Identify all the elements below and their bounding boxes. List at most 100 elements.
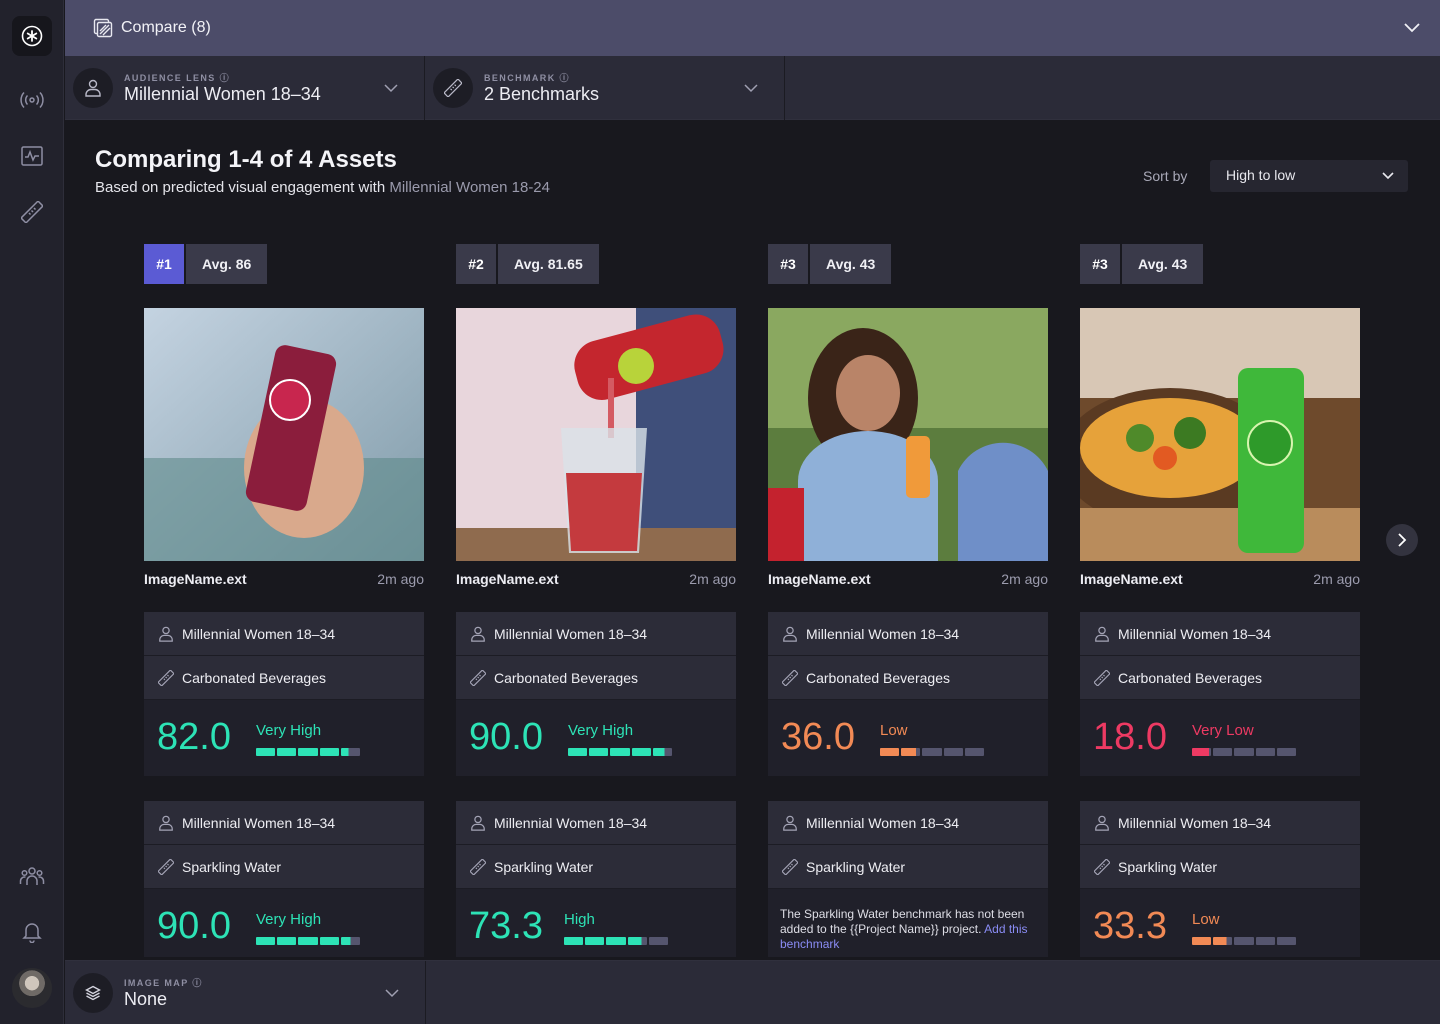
engagement-score: 90.0 — [469, 716, 543, 758]
rank-header: #1 Avg. 86 — [144, 244, 424, 284]
level-segment — [1213, 937, 1233, 945]
benchmark-caption: BENCHMARK ⓘ — [484, 73, 570, 83]
avg-score-badge: Avg. 86 — [186, 244, 268, 284]
card-audience: Millennial Women 18–34 — [1118, 814, 1272, 831]
audience-lens-selector[interactable]: AUDIENCE LENS ⓘ Millennial Women 18–34 — [65, 56, 425, 120]
person-icon — [471, 815, 485, 831]
ruler-icon — [158, 858, 174, 875]
card-benchmark-row: Sparkling Water — [144, 845, 424, 889]
asset-image[interactable] — [456, 308, 736, 561]
level-segment — [648, 937, 669, 945]
next-page-button[interactable] — [1386, 524, 1418, 556]
asset-meta: ImageName.ext 2m ago — [456, 571, 736, 587]
asset-image[interactable] — [768, 308, 1048, 561]
card-audience-row: Millennial Women 18–34 — [1080, 801, 1360, 845]
card-benchmark: Sparkling Water — [806, 858, 906, 875]
asset-column: #1 Avg. 86 ImageName.ext 2m ago Millenni… — [144, 244, 424, 957]
card-audience: Millennial Women 18–34 — [494, 625, 648, 642]
rank-header: #2 Avg. 81.65 — [456, 244, 736, 284]
rank-badge: #3 — [768, 244, 808, 284]
level-segment — [627, 937, 647, 945]
asset-meta: ImageName.ext 2m ago — [768, 571, 1048, 587]
info-icon: ⓘ — [192, 978, 203, 988]
card-benchmark: Carbonated Beverages — [182, 669, 326, 686]
asset-column: #2 Avg. 81.65 ImageName.ext 2m ago Mille… — [456, 244, 736, 957]
asset-meta: ImageName.ext 2m ago — [144, 571, 424, 587]
compare-header[interactable]: Compare (8) — [65, 0, 1440, 56]
level-segment — [298, 748, 318, 756]
rank-badge: #2 — [456, 244, 496, 284]
compare-label: Compare (8) — [121, 19, 211, 36]
engagement-level-bar — [1192, 748, 1297, 756]
engagement-level-bar — [564, 937, 669, 945]
asset-timestamp: 2m ago — [1313, 571, 1360, 587]
engagement-score: 73.3 — [469, 905, 543, 947]
info-icon: ⓘ — [559, 73, 570, 83]
rank-badge: #1 — [144, 244, 184, 284]
card-benchmark-row: Carbonated Beverages — [768, 656, 1048, 700]
level-segment — [652, 748, 673, 756]
asset-filename: ImageName.ext — [1080, 571, 1183, 587]
asset-filename: ImageName.ext — [144, 571, 247, 587]
engagement-score: 82.0 — [157, 716, 231, 758]
avg-score-badge: Avg. 43 — [810, 244, 892, 284]
level-segment — [277, 937, 297, 945]
asset-filename: ImageName.ext — [768, 571, 871, 587]
level-segment — [1276, 937, 1297, 945]
score-card: Millennial Women 18–34 Carbonated Bevera… — [456, 612, 736, 776]
ruler-icon[interactable] — [16, 196, 48, 228]
person-icon — [783, 815, 797, 831]
image-map-selector[interactable]: IMAGE MAP ⓘ None — [65, 961, 426, 1024]
level-segment — [568, 748, 588, 756]
bell-icon[interactable] — [16, 916, 48, 948]
chevron-down-icon — [384, 84, 398, 93]
logo-icon[interactable] — [12, 16, 52, 56]
benchmark-selector[interactable]: BENCHMARK ⓘ 2 Benchmarks — [425, 56, 785, 120]
ruler-icon — [158, 669, 174, 686]
level-segment — [922, 748, 942, 756]
team-icon[interactable] — [16, 860, 48, 892]
engagement-level-bar — [568, 748, 673, 756]
chevron-down-icon[interactable] — [1402, 18, 1422, 38]
level-segment — [1255, 748, 1275, 756]
add-benchmark-link[interactable]: Add this benchmark — [780, 922, 1028, 951]
page-title: Comparing 1-4 of 4 Assets — [95, 146, 397, 173]
level-segment — [256, 937, 276, 945]
avg-score-badge: Avg. 43 — [1122, 244, 1204, 284]
level-segment — [319, 748, 339, 756]
rank-badge: #3 — [1080, 244, 1120, 284]
engagement-tier: Very High — [256, 911, 322, 928]
audience-lens-caption: AUDIENCE LENS ⓘ — [124, 73, 231, 83]
engagement-score: 18.0 — [1093, 716, 1167, 758]
info-icon: ⓘ — [219, 73, 231, 83]
compare-icon — [93, 18, 113, 38]
level-segment — [564, 937, 584, 945]
level-segment — [631, 748, 651, 756]
card-audience: Millennial Women 18–34 — [494, 814, 648, 831]
level-segment — [340, 748, 361, 756]
image-map-caption: IMAGE MAP ⓘ — [124, 978, 203, 988]
analytics-icon[interactable] — [16, 140, 48, 172]
user-avatar[interactable] — [12, 968, 52, 1008]
level-segment — [610, 748, 630, 756]
person-icon — [471, 626, 485, 642]
asset-image[interactable] — [1080, 308, 1360, 561]
sort-select[interactable]: High to low — [1210, 160, 1408, 192]
card-benchmark: Sparkling Water — [494, 858, 594, 875]
engagement-score: 36.0 — [781, 716, 855, 758]
broadcast-icon[interactable] — [16, 84, 48, 116]
card-benchmark: Carbonated Beverages — [1118, 669, 1262, 686]
subtitle-audience: Millennial Women 18-24 — [389, 179, 550, 196]
card-benchmark: Carbonated Beverages — [494, 669, 638, 686]
card-benchmark-row: Sparkling Water — [456, 845, 736, 889]
card-audience: Millennial Women 18–34 — [806, 625, 960, 642]
level-segment — [880, 748, 900, 756]
asset-timestamp: 2m ago — [689, 571, 736, 587]
level-segment — [943, 748, 963, 756]
card-audience-row: Millennial Women 18–34 — [768, 801, 1048, 845]
card-audience: Millennial Women 18–34 — [1118, 625, 1272, 642]
level-segment — [964, 748, 985, 756]
asset-image[interactable] — [144, 308, 424, 561]
card-benchmark-row: Sparkling Water — [768, 845, 1048, 889]
engagement-tier: Very Low — [1192, 722, 1254, 739]
